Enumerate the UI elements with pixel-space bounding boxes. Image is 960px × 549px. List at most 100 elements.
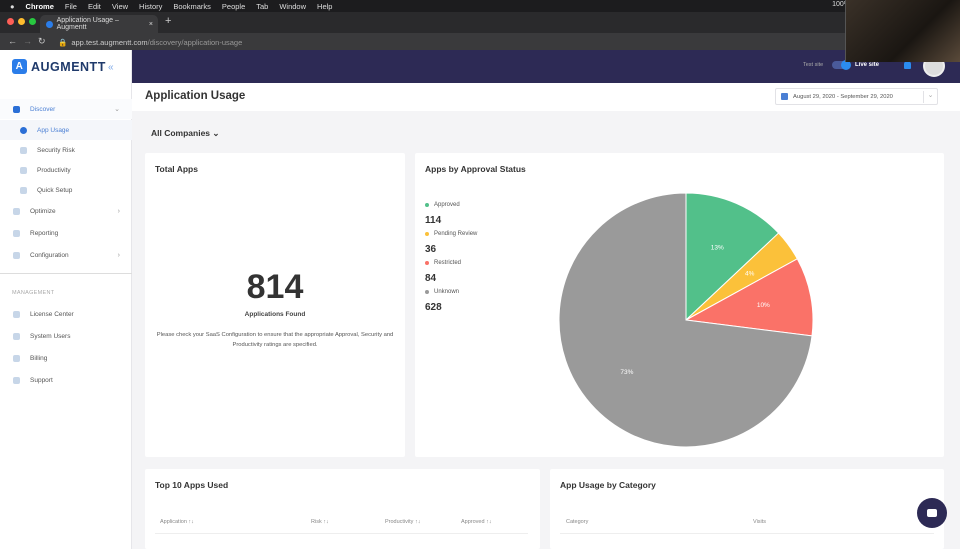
sidebar-item-security-risk[interactable]: Security Risk — [0, 140, 132, 160]
legend-label: Unknown — [434, 289, 460, 295]
apple-icon[interactable]: ● — [10, 1, 15, 11]
category-card: App Usage by Category Category Visits — [550, 469, 944, 549]
unknown-count: 628 — [425, 302, 442, 313]
url-field[interactable]: 🔒 app.test.augmentt.com/discovery/applic… — [58, 36, 938, 48]
pending-count: 36 — [425, 244, 437, 255]
label: Billing — [30, 354, 48, 362]
approval-status-card: Apps by Approval Status Approved 114 Pen… — [415, 153, 944, 457]
menu-app[interactable]: Chrome — [25, 1, 54, 11]
browser-tab[interactable]: Application Usage – Augmentt × — [40, 15, 158, 33]
reload-icon[interactable]: ↻ — [38, 36, 46, 46]
sidebar-item-discover[interactable]: Discover ⌄ — [0, 99, 132, 119]
pie-slice-restricted[interactable] — [684, 258, 814, 337]
brand-logo[interactable]: A AUGMENTT — [12, 59, 106, 74]
config-note: Please check your SaaS Configuration to … — [156, 332, 394, 348]
menu-tab[interactable]: Tab — [256, 1, 269, 11]
new-tab-button[interactable]: + — [165, 15, 172, 27]
column-header-risk[interactable]: Risk ↑↓ — [311, 519, 329, 525]
menu-bookmarks[interactable]: Bookmarks — [173, 1, 211, 11]
back-icon[interactable]: ← — [8, 36, 17, 46]
legend-restricted[interactable]: Restricted — [425, 260, 461, 266]
sidebar-item-license-center[interactable]: License Center — [0, 304, 132, 324]
legend-swatch — [425, 290, 429, 294]
legend-approved[interactable]: Approved — [425, 202, 460, 208]
chevron-down-icon[interactable]: ⌄ — [923, 91, 937, 103]
legend-label: Pending Review — [434, 231, 478, 237]
bell-icon[interactable] — [904, 61, 911, 69]
tab-title: Application Usage – Augmentt — [56, 17, 119, 31]
menu-file[interactable]: File — [64, 1, 77, 11]
sidebar-item-billing[interactable]: Billing — [0, 348, 132, 368]
company-filter[interactable]: All Companies ⌄ — [151, 128, 220, 138]
rocket-icon — [20, 186, 27, 194]
legend-label: Approved — [434, 202, 460, 208]
browser-tabbar: Application Usage – Augmentt × + — [0, 12, 960, 33]
label: License Center — [30, 310, 74, 318]
card-title: Apps by Approval Status — [425, 164, 526, 174]
column-header-category[interactable]: Category — [566, 519, 589, 525]
zoom-window-button[interactable] — [29, 18, 36, 25]
os-menubar: ● Chrome File Edit View History Bookmark… — [0, 0, 960, 12]
total-apps-count: 814 — [246, 268, 304, 306]
divider — [0, 273, 132, 274]
menu-window[interactable]: Window — [279, 1, 307, 11]
card-title: Top 10 Apps Used — [155, 480, 229, 490]
battery-status: 100% — [832, 1, 850, 8]
label: Support — [30, 376, 53, 384]
column-header-visits[interactable]: Visits — [753, 519, 767, 525]
total-apps-card: Total Apps 814 Applications Found Please… — [145, 153, 405, 457]
address-bar-row: ← → ↻ 🔒 app.test.augmentt.com/discovery/… — [0, 33, 960, 50]
calendar-icon — [781, 93, 788, 100]
label: Discover — [30, 105, 56, 113]
menu-history[interactable]: History — [139, 1, 163, 11]
bar-chart-icon — [13, 229, 20, 237]
column-header-application[interactable]: Application ↑↓ — [160, 519, 194, 525]
pie-slice-unknown[interactable] — [558, 192, 813, 448]
top-bar: Test site Live site — [132, 50, 960, 83]
sidebar-item-system-users[interactable]: System Users — [0, 326, 132, 346]
site-toggle[interactable] — [832, 60, 851, 70]
pie-label: 73% — [620, 369, 633, 376]
search-icon — [13, 207, 20, 215]
sidebar-item-optimize[interactable]: Optimize › — [0, 201, 132, 221]
sidebar-item-productivity[interactable]: Productivity — [0, 160, 132, 180]
approval-pie-chart: 13% 4% 10% 73% — [558, 192, 814, 448]
gear-icon — [13, 251, 20, 259]
sidebar-item-configuration[interactable]: Configuration › — [0, 245, 132, 265]
column-header-productivity[interactable]: Productivity ↑↓ — [385, 519, 421, 525]
label: Optimize — [30, 207, 56, 215]
sidebar-item-app-usage[interactable]: App Usage — [0, 120, 132, 140]
minimize-window-button[interactable] — [18, 18, 25, 25]
divider — [560, 533, 934, 534]
support-icon — [13, 376, 20, 384]
close-window-button[interactable] — [7, 18, 14, 25]
lock-icon: 🔒 — [58, 37, 68, 47]
column-header-approved[interactable]: Approved ↑↓ — [461, 519, 492, 525]
page-title: Application Usage — [145, 90, 246, 102]
label: Reporting — [30, 229, 59, 237]
collapse-sidebar-icon[interactable]: « — [108, 62, 114, 73]
sidebar-item-quick-setup[interactable]: Quick Setup — [0, 180, 132, 200]
chat-button[interactable] — [917, 498, 947, 528]
approved-count: 114 — [425, 215, 442, 226]
sidebar-item-reporting[interactable]: Reporting — [0, 223, 132, 243]
chevron-right-icon: › — [117, 251, 120, 259]
menu-people[interactable]: People — [221, 1, 246, 11]
test-site-label: Test site — [803, 62, 824, 68]
pie-slice-approved[interactable] — [685, 192, 780, 322]
stopwatch-icon — [20, 166, 27, 174]
close-tab-icon[interactable]: × — [148, 20, 153, 28]
date-range-picker[interactable]: August 29, 2020 - September 29, 2020 ⌄ — [775, 88, 938, 105]
legend-pending-review[interactable]: Pending Review — [425, 231, 477, 237]
users-icon — [13, 332, 20, 340]
menu-help[interactable]: Help — [317, 1, 333, 11]
legend-unknown[interactable]: Unknown — [425, 289, 459, 295]
divider — [155, 533, 528, 534]
chat-icon — [927, 509, 937, 517]
forward-icon[interactable]: → — [23, 36, 32, 46]
menu-edit[interactable]: Edit — [87, 1, 101, 11]
menu-view[interactable]: View — [111, 1, 129, 11]
card-title: App Usage by Category — [560, 480, 656, 490]
brand-name: AUGMENTT — [31, 59, 106, 74]
sidebar-item-support[interactable]: Support — [0, 370, 132, 390]
